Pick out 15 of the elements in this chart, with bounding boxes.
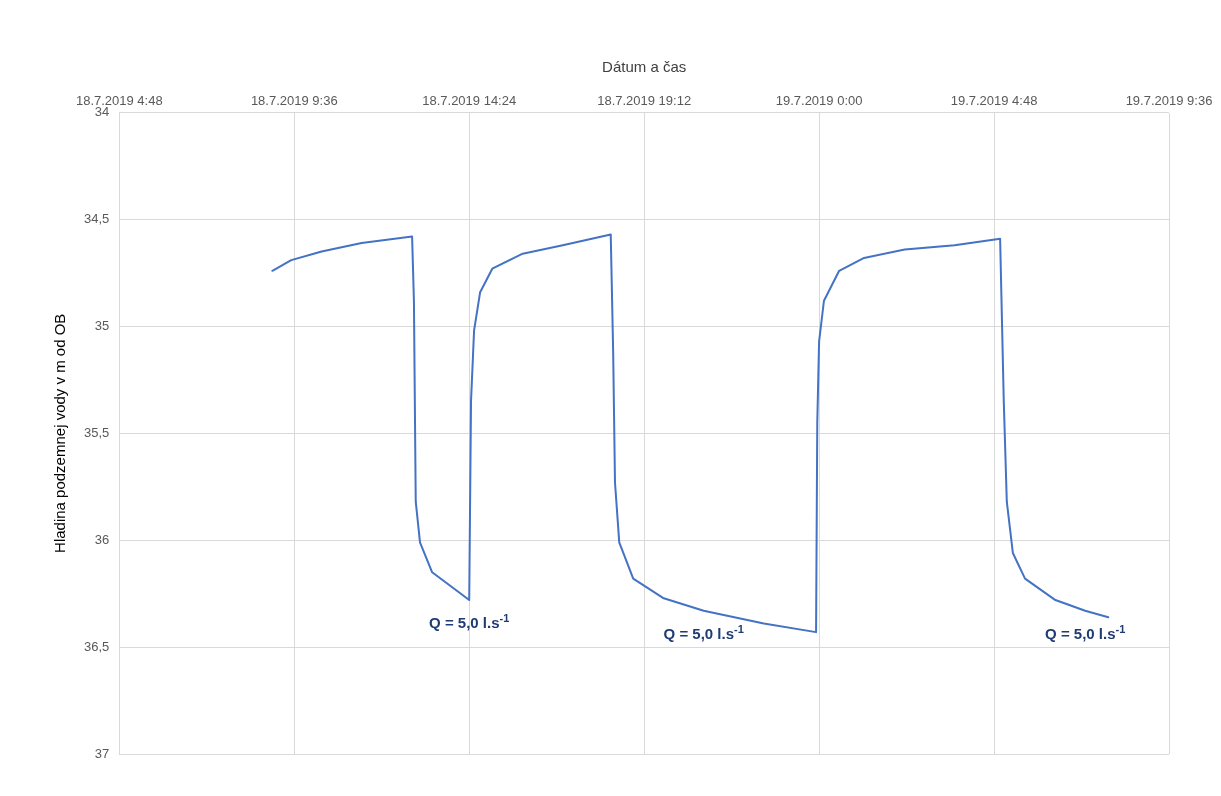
y-tick-label: 36 [94, 531, 110, 547]
y-tick-label: 34,5 [83, 211, 110, 227]
y-tick-label: 36,5 [83, 638, 110, 654]
y-tick-label: 35 [94, 317, 110, 333]
x-axis-title: Dátum a čas [602, 58, 687, 76]
y-tick-label: 35,5 [83, 424, 110, 440]
x-tick-label: 18.7.2019 9:36 [250, 93, 338, 109]
y-tick-label: 37 [94, 745, 110, 761]
y-tick-label: 34 [94, 104, 110, 120]
x-tick-label: 19.7.2019 9:36 [1125, 93, 1213, 109]
y-axis-title: Hladina podzemnej vody v m od OB [51, 313, 69, 553]
x-tick-label: 18.7.2019 14:24 [422, 93, 517, 109]
x-tick-label: 19.7.2019 4:48 [950, 93, 1038, 109]
x-tick-label: 19.7.2019 0:00 [775, 93, 863, 109]
x-tick-label: 18.7.2019 19:12 [597, 93, 692, 109]
